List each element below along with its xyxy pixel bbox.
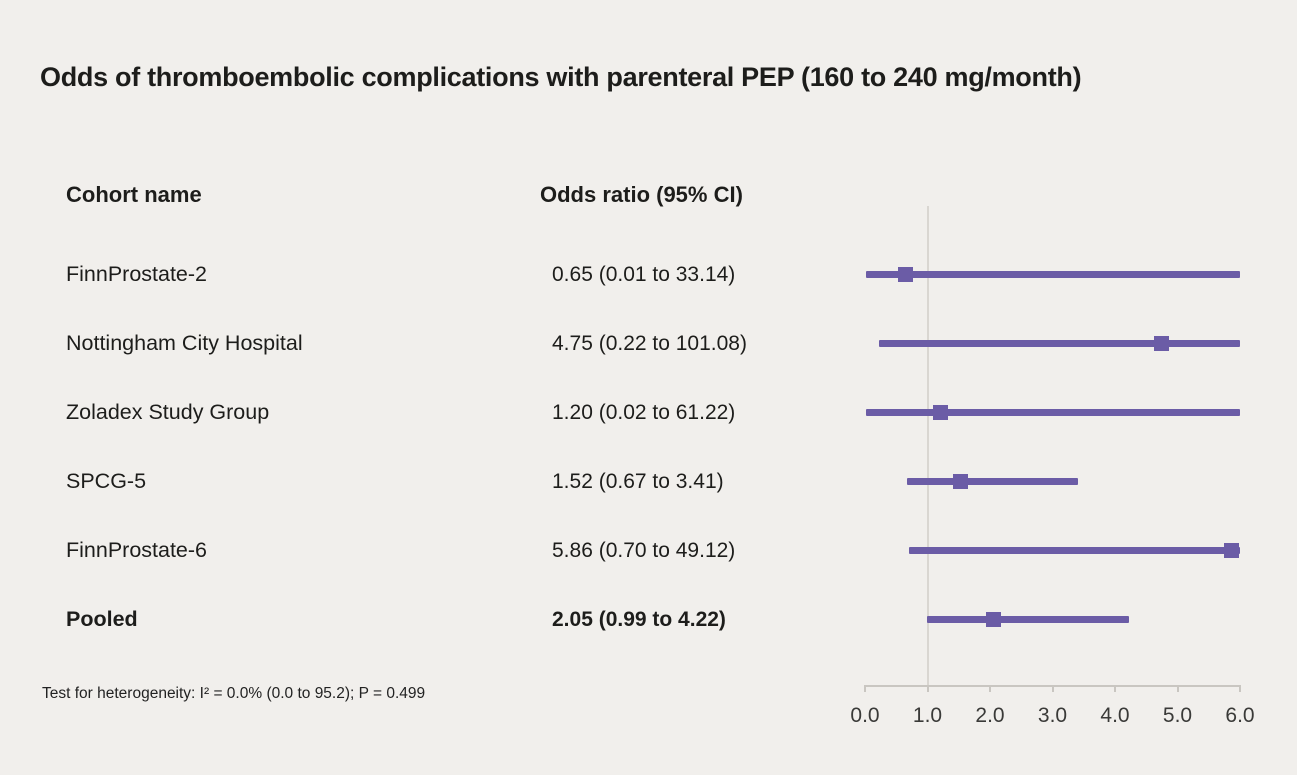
x-axis-tick-label: 1.0 bbox=[912, 704, 943, 727]
confidence-interval-bar bbox=[906, 478, 1079, 485]
forest-row: SPCG-5 1.52 (0.67 to 3.41) bbox=[0, 447, 1297, 516]
cohort-label: Zoladex Study Group bbox=[66, 400, 270, 424]
point-estimate-marker bbox=[985, 612, 1001, 627]
reference-line bbox=[926, 206, 929, 685]
column-header-odds-ratio: Odds ratio (95% CI) bbox=[540, 182, 743, 207]
odds-ratio-value: 1.52 (0.67 to 3.41) bbox=[552, 469, 724, 493]
odds-ratio-value: 0.65 (0.01 to 33.14) bbox=[552, 262, 736, 286]
point-estimate-marker bbox=[898, 267, 914, 282]
x-axis-tick bbox=[1239, 685, 1241, 692]
x-axis-tick bbox=[1051, 685, 1054, 692]
x-axis-tick-label: 6.0 bbox=[1225, 704, 1255, 727]
x-axis-tick-label: 0.0 bbox=[850, 704, 880, 727]
point-estimate-marker bbox=[1223, 543, 1239, 558]
x-axis-tick bbox=[1176, 685, 1179, 692]
x-axis-tick-label: 4.0 bbox=[1100, 704, 1130, 727]
forest-row: Pooled 2.05 (0.99 to 4.22) bbox=[0, 585, 1297, 654]
point-estimate-marker bbox=[952, 474, 968, 489]
cohort-label: FinnProstate-6 bbox=[66, 538, 208, 562]
x-axis-tick bbox=[926, 685, 929, 692]
x-axis-tick-label: 3.0 bbox=[1037, 704, 1068, 727]
confidence-interval-bar bbox=[878, 340, 1240, 347]
cohort-label: SPCG-5 bbox=[66, 469, 147, 493]
forest-row: FinnProstate-6 5.86 (0.70 to 49.12) bbox=[0, 516, 1297, 585]
cohort-label: FinnProstate-2 bbox=[66, 262, 208, 286]
confidence-interval-bar bbox=[926, 616, 1129, 623]
forest-row: Nottingham City Hospital 4.75 (0.22 to 10… bbox=[0, 309, 1297, 378]
forest-row: FinnProstate-2 0.65 (0.01 to 33.14) bbox=[0, 240, 1297, 309]
cohort-label: Nottingham City Hospital bbox=[66, 331, 303, 355]
x-axis-tick-label: 5.0 bbox=[1162, 704, 1193, 727]
column-header-cohort: Cohort name bbox=[66, 182, 202, 207]
forest-row: Zoladex Study Group 1.20 (0.02 to 61.22) bbox=[0, 378, 1297, 447]
x-axis-tick bbox=[1114, 685, 1116, 692]
confidence-interval-bar bbox=[865, 271, 1240, 278]
heterogeneity-note: Test for heterogeneity: I² = 0.0% (0.0 t… bbox=[42, 685, 426, 702]
point-estimate-marker bbox=[1154, 336, 1170, 351]
odds-ratio-value: 2.05 (0.99 to 4.22) bbox=[552, 607, 726, 631]
point-estimate-marker bbox=[932, 405, 948, 420]
odds-ratio-value: 1.20 (0.02 to 61.22) bbox=[552, 400, 736, 424]
confidence-interval-bar bbox=[908, 547, 1240, 554]
x-axis-tick-label: 2.0 bbox=[975, 704, 1005, 727]
odds-ratio-value: 4.75 (0.22 to 101.08) bbox=[552, 331, 747, 355]
confidence-interval-bar bbox=[866, 409, 1240, 416]
odds-ratio-value: 5.86 (0.70 to 49.12) bbox=[552, 538, 736, 562]
x-axis-tick bbox=[864, 685, 866, 692]
cohort-label: Pooled bbox=[66, 607, 138, 631]
chart-title: Odds of thromboembolic complications wit… bbox=[40, 62, 1082, 92]
x-axis-tick bbox=[989, 685, 991, 692]
